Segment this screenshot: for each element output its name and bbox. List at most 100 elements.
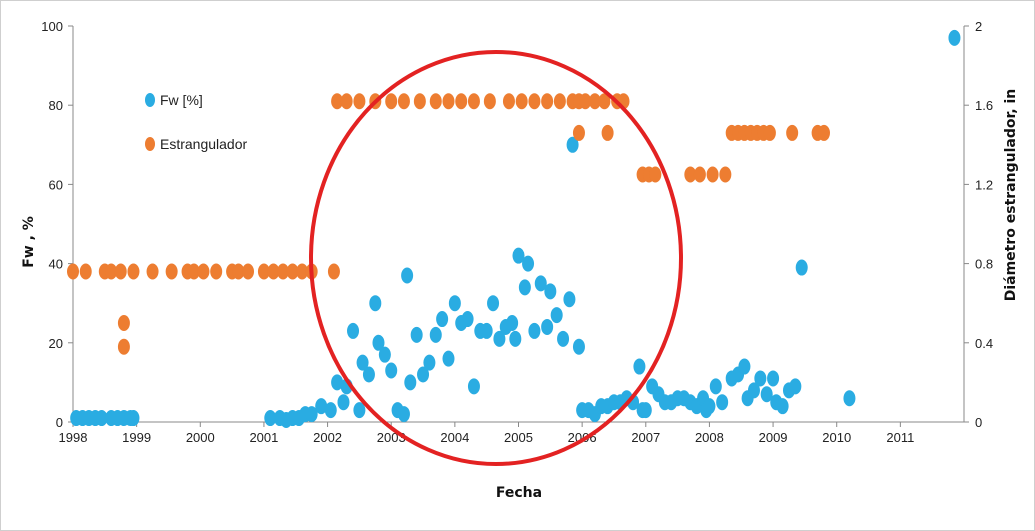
fw-point	[404, 374, 417, 391]
axes	[68, 25, 969, 427]
x-tick-label: 1998	[59, 430, 88, 445]
y-left-tick-label: 80	[49, 98, 63, 113]
x-tick-label: 2003	[377, 430, 406, 445]
estrangulador-point	[553, 93, 566, 110]
fw-point	[417, 366, 430, 383]
fw-point	[467, 378, 480, 395]
estrangulador-point	[105, 263, 118, 280]
x-tick-label: 2009	[759, 430, 788, 445]
fw-point	[716, 394, 729, 411]
estrangulador-point	[257, 263, 270, 280]
y-right-tick-label: 0.8	[975, 257, 993, 272]
x-tick-label: 2000	[186, 430, 215, 445]
estrangulador-point	[340, 93, 353, 110]
fw-point	[566, 136, 579, 153]
estrangulador-point	[210, 263, 223, 280]
estrangulador-point	[197, 263, 210, 280]
estrangulador-point	[286, 263, 299, 280]
fw-point	[709, 378, 722, 395]
x-tick-label: 1999	[122, 430, 151, 445]
fw-point	[448, 295, 461, 312]
estrangulador-point	[267, 263, 280, 280]
fw-point	[461, 311, 474, 328]
fw-point	[362, 366, 375, 383]
fw-point	[378, 346, 391, 363]
y-right-tick-label: 0	[975, 415, 982, 430]
fw-point	[639, 402, 652, 419]
fw-point	[534, 275, 547, 292]
series-1	[67, 93, 830, 355]
fw-point	[557, 330, 570, 347]
estrangulador-point	[117, 338, 130, 355]
fw-point	[506, 315, 519, 331]
estrangulador-point	[467, 93, 480, 110]
y-right-tick-label: 1.2	[975, 177, 993, 192]
y-left-axis-title: Fw , %	[21, 216, 37, 268]
estrangulador-point	[817, 124, 830, 141]
fw-point	[369, 295, 382, 312]
estrangulador-point	[483, 93, 496, 110]
fw-point	[315, 398, 328, 415]
estrangulador-point	[572, 124, 585, 141]
fw-point	[789, 378, 802, 395]
fw-point	[948, 29, 961, 46]
legend-fw-marker	[145, 93, 155, 107]
highlight-circle	[309, 50, 683, 466]
estrangulador-point	[117, 315, 130, 331]
fw-point	[493, 330, 506, 347]
fw-point	[747, 382, 760, 399]
estrangulador-point	[277, 263, 290, 280]
y-right-axis-title: Diámetro estrangulador, in	[1003, 89, 1019, 302]
fw-point	[372, 334, 385, 351]
fw-point	[703, 398, 716, 415]
y-right-tick-label: 0.4	[975, 336, 993, 351]
estrangulador-point	[649, 166, 662, 183]
fw-point	[337, 394, 350, 411]
fw-point	[429, 326, 442, 343]
fw-point	[760, 386, 773, 403]
estrangulador-point	[146, 263, 159, 280]
fw-point	[264, 410, 277, 427]
y-left-tick-label: 20	[49, 336, 63, 351]
fw-point	[633, 358, 646, 375]
y-left-tick-label: 40	[49, 257, 63, 272]
fw-point	[127, 410, 140, 427]
fw-point	[544, 283, 557, 300]
x-tick-label: 2010	[822, 430, 851, 445]
x-tick-label: 2011	[886, 430, 914, 445]
estrangulador-point	[588, 93, 601, 110]
fw-point	[522, 255, 535, 272]
fw-point	[512, 247, 525, 264]
estrangulador-point	[385, 93, 398, 110]
data-marks	[67, 29, 961, 429]
y-left-tick-label: 60	[49, 177, 63, 192]
estrangulador-point	[429, 93, 442, 110]
estrangulador-point	[763, 124, 776, 141]
tick-labels: 1998 1999 2000 2001 2002 2003 2004 2005 2006 2007…	[41, 19, 993, 445]
fw-point	[480, 322, 493, 339]
fw-point	[397, 406, 410, 423]
estrangulador-point	[296, 263, 309, 280]
fw-point	[776, 398, 789, 415]
estrangulador-point	[693, 166, 706, 183]
fw-point	[843, 390, 856, 407]
fw-point	[541, 318, 554, 335]
estrangulador-point	[67, 263, 79, 280]
legend-estrangulador-marker	[145, 137, 155, 151]
estrangulador-point	[442, 93, 455, 110]
fw-point	[487, 295, 500, 312]
estrangulador-point	[187, 263, 200, 280]
estrangulador-point	[331, 93, 344, 110]
estrangulador-point	[455, 93, 468, 110]
x-tick-label: 2001	[249, 430, 278, 445]
y-left-tick-label: 100	[41, 19, 63, 34]
fw-point	[356, 354, 369, 371]
fw-point	[509, 330, 522, 347]
fw-point	[767, 370, 780, 387]
estrangulador-point	[502, 93, 515, 110]
fw-point	[410, 326, 423, 343]
legend-estrangulador-label: Estrangulador	[160, 136, 248, 152]
fw-point	[324, 402, 337, 419]
estrangulador-point	[528, 93, 541, 110]
